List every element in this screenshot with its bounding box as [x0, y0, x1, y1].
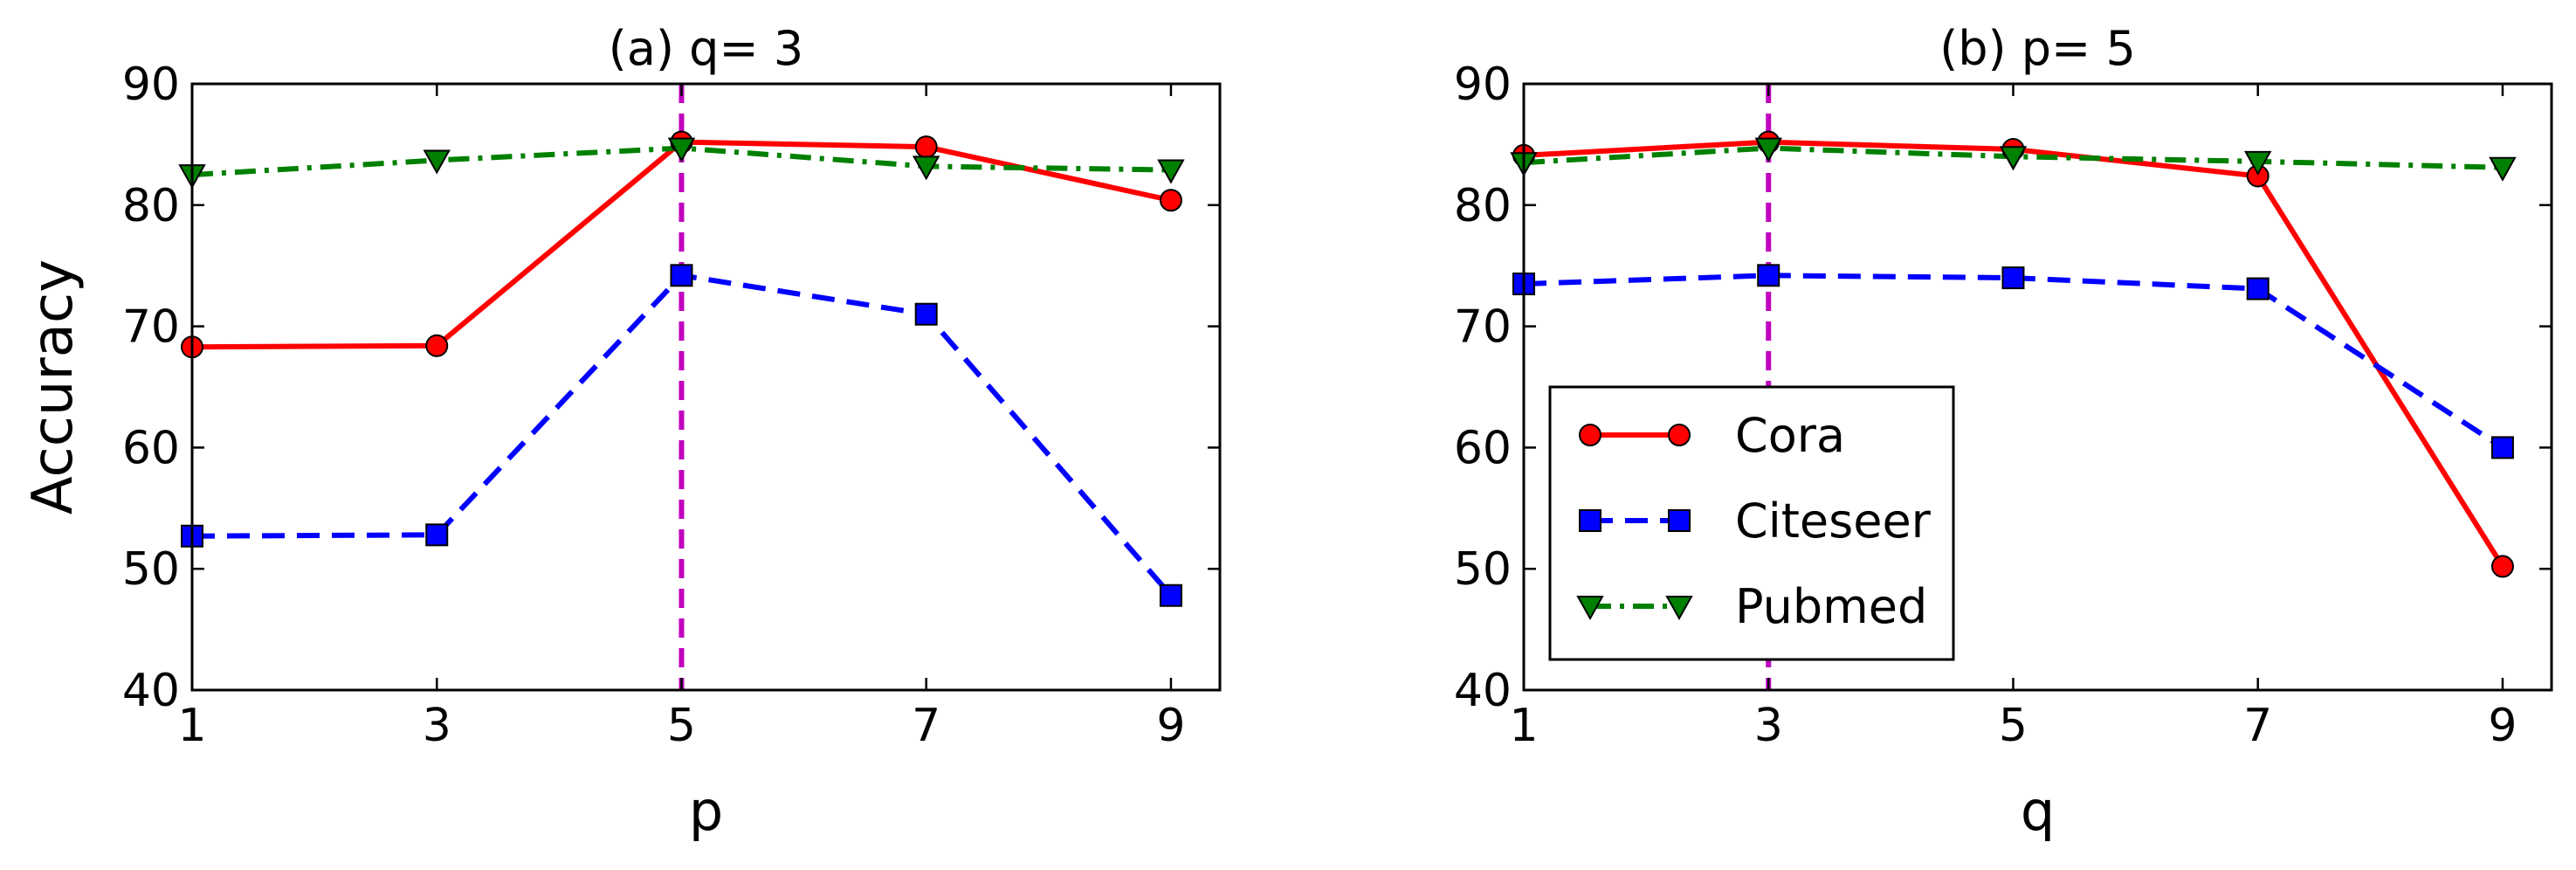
legend-marker-pubmed — [1576, 596, 1604, 621]
y-tick-label: 70 — [1454, 301, 1512, 354]
panel-title: (b) p= 5 — [1939, 21, 2136, 76]
marker-citeseer — [2246, 277, 2269, 300]
marker-pubmed — [1754, 137, 1782, 162]
x-tick-label: 5 — [667, 700, 696, 752]
marker-citeseer — [2001, 266, 2025, 290]
x-axis-label: p — [689, 779, 723, 843]
marker-pubmed — [1999, 146, 2028, 171]
legend-label-cora: Cora — [1735, 408, 1845, 463]
panel-b: 40 50 60 70 80 90 1 3 5 7 9 (b) p= 5 q Cora Citeseer Pu… — [1454, 21, 2553, 843]
x-tick-label: 9 — [1156, 700, 1185, 752]
marker-pubmed — [423, 149, 451, 175]
marker-pubmed — [913, 155, 940, 181]
x-tick-label: 5 — [1999, 700, 2028, 752]
y-tick-label: 60 — [122, 422, 180, 474]
y-tick-label: 50 — [122, 543, 180, 596]
marker-citeseer — [914, 302, 938, 326]
marker-pubmed — [2244, 150, 2272, 176]
y-tick-label: 80 — [1454, 180, 1512, 232]
marker-pubmed — [667, 137, 696, 162]
legend-label-pubmed: Pubmed — [1735, 579, 1927, 634]
panel-title: (a) q= 3 — [609, 21, 803, 76]
marker-cora — [1159, 189, 1182, 212]
y-tick-label: 90 — [122, 59, 180, 111]
marker-citeseer — [670, 264, 693, 287]
y-tick-label: 50 — [1454, 543, 1512, 596]
marker-citeseer — [1757, 264, 1780, 287]
y-tick-label: 60 — [1454, 422, 1512, 474]
axes-frame — [1522, 82, 2553, 692]
marker-cora — [425, 334, 449, 357]
legend-marker-pubmed — [1665, 596, 1693, 621]
x-tick-label: 7 — [912, 700, 940, 752]
y-tick-label: 40 — [122, 665, 180, 717]
legend-label-citeseer: Citeseer — [1735, 494, 1932, 549]
y-axis-label: Accuracy — [21, 259, 86, 514]
legend-marker-citeseer — [1579, 509, 1601, 532]
x-tick-label: 3 — [1754, 700, 1783, 752]
marker-citeseer — [1159, 583, 1182, 607]
x-tick-label: 7 — [2243, 700, 2272, 752]
marker-cora — [2490, 555, 2514, 578]
marker-pubmed — [1157, 159, 1185, 184]
x-tick-label: 9 — [2488, 700, 2517, 752]
y-tick-label: 70 — [122, 301, 180, 354]
legend-marker-citeseer — [1668, 509, 1691, 532]
y-tick-label: 80 — [122, 180, 180, 232]
axes-frame — [190, 82, 1222, 692]
x-axis-label: q — [2021, 779, 2055, 843]
marker-citeseer — [2490, 436, 2514, 459]
y-tick-label: 90 — [1454, 59, 1512, 111]
x-tick-label: 1 — [1509, 700, 1538, 752]
y-tick-label: 40 — [1454, 665, 1512, 717]
marker-pubmed — [2489, 156, 2517, 182]
legend-marker-cora — [1668, 424, 1691, 446]
legend-marker-cora — [1579, 424, 1601, 446]
x-tick-label: 3 — [423, 700, 451, 752]
panel-a: 40 50 60 70 80 90 1 3 5 7 9 (a) q= 3 p Accuracy — [21, 21, 1222, 843]
marker-citeseer — [425, 523, 449, 547]
marker-cora — [914, 135, 938, 159]
x-tick-label: 1 — [177, 700, 206, 752]
